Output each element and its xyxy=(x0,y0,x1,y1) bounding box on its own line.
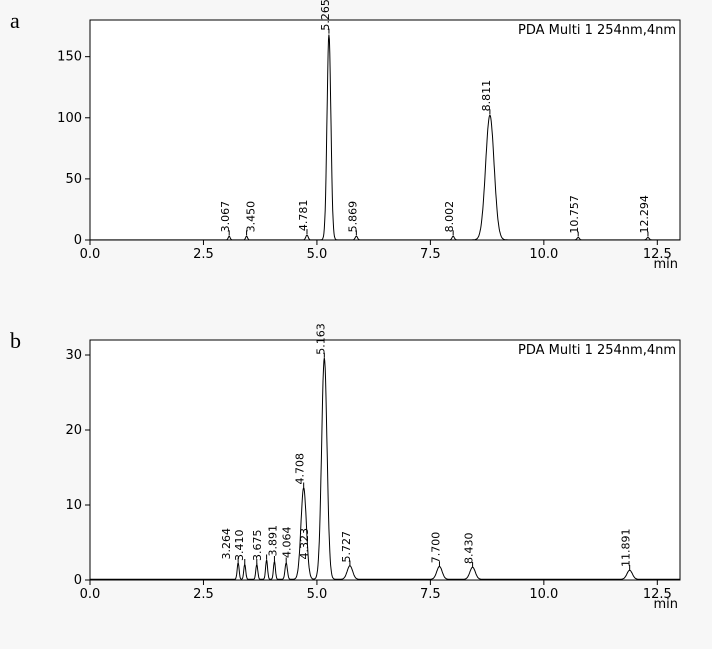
svg-text:50: 50 xyxy=(65,172,82,187)
svg-text:10.0: 10.0 xyxy=(529,247,558,262)
svg-text:5.0: 5.0 xyxy=(307,247,328,262)
svg-text:30: 30 xyxy=(65,348,82,363)
svg-text:8.002: 8.002 xyxy=(443,201,456,233)
svg-text:3.450: 3.450 xyxy=(245,201,258,233)
svg-text:5.727: 5.727 xyxy=(340,531,353,563)
svg-text:PDA Multi 1 254nm,4nm: PDA Multi 1 254nm,4nm xyxy=(518,23,676,38)
panel-a: a 0501001500.02.55.07.510.012.5PDA Multi… xyxy=(0,0,712,300)
svg-text:5.869: 5.869 xyxy=(346,201,359,233)
svg-text:8.430: 8.430 xyxy=(463,533,476,565)
svg-text:4.781: 4.781 xyxy=(297,200,310,232)
panel-b: b 01020300.02.55.07.510.012.5PDA Multi 1… xyxy=(0,320,712,640)
svg-text:12.294: 12.294 xyxy=(638,195,651,234)
svg-text:3.675: 3.675 xyxy=(251,530,264,562)
svg-text:PDA Multi 1 254nm,4nm: PDA Multi 1 254nm,4nm xyxy=(518,343,676,358)
svg-text:8.811: 8.811 xyxy=(480,80,493,112)
svg-text:0: 0 xyxy=(74,573,82,588)
svg-text:150: 150 xyxy=(57,50,82,65)
svg-text:0.0: 0.0 xyxy=(80,587,101,602)
figure-container: { "panel_a": { "label": "a", "right_labe… xyxy=(0,0,712,649)
chromatogram-b: 01020300.02.55.07.510.012.5PDA Multi 1 2… xyxy=(50,330,690,610)
chromatogram-a: 0501001500.02.55.07.510.012.5PDA Multi 1… xyxy=(50,10,690,270)
svg-text:3.067: 3.067 xyxy=(219,201,232,233)
svg-text:3.891: 3.891 xyxy=(267,525,280,557)
svg-text:5.265: 5.265 xyxy=(319,0,332,31)
panel-a-label: a xyxy=(10,8,20,34)
svg-text:7.5: 7.5 xyxy=(420,587,441,602)
svg-text:10: 10 xyxy=(65,498,82,513)
svg-text:11.891: 11.891 xyxy=(620,529,633,568)
svg-text:4.064: 4.064 xyxy=(280,527,293,559)
svg-text:10.757: 10.757 xyxy=(568,195,581,234)
svg-text:4.708: 4.708 xyxy=(294,453,307,485)
svg-text:3.410: 3.410 xyxy=(233,530,246,562)
panel-b-label: b xyxy=(10,328,21,354)
svg-text:100: 100 xyxy=(57,111,82,126)
svg-text:min: min xyxy=(653,597,678,612)
svg-text:0.0: 0.0 xyxy=(80,247,101,262)
svg-text:min: min xyxy=(653,257,678,272)
svg-text:10.0: 10.0 xyxy=(529,587,558,602)
svg-text:0: 0 xyxy=(74,233,82,248)
svg-text:20: 20 xyxy=(65,423,82,438)
svg-text:5.0: 5.0 xyxy=(307,587,328,602)
svg-text:3.264: 3.264 xyxy=(220,528,233,560)
svg-text:2.5: 2.5 xyxy=(193,247,214,262)
svg-text:2.5: 2.5 xyxy=(193,587,214,602)
svg-text:7.700: 7.700 xyxy=(429,532,442,564)
svg-text:4.323: 4.323 xyxy=(298,528,311,560)
svg-text:7.5: 7.5 xyxy=(420,247,441,262)
svg-text:5.163: 5.163 xyxy=(314,323,327,355)
